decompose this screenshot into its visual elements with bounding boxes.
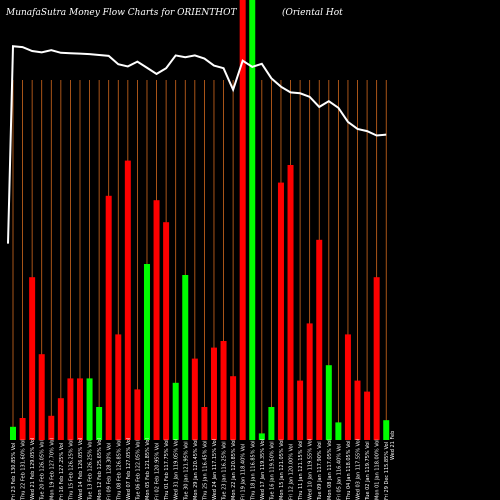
x-tick-label: Fri 16 Feb 127.25% Vol [59, 443, 65, 500]
x-tick-label: Thu 08 Feb 126.85% Vol [116, 439, 122, 500]
x-tick-label: Mon 05 Feb 121.85% Vol [145, 438, 151, 500]
x-tick-label: Mon 29 Jan 120.45% Vol [193, 439, 199, 500]
money-flow-bar [86, 378, 93, 440]
x-tick-label: Tue 16 Jan 119.50% Vol [269, 441, 275, 500]
x-tick-label: Wed 17 Jan 119.35% Vol [260, 439, 266, 500]
x-tick-label: Wed 10 Jan 119.55% Vol [308, 439, 314, 500]
x-tick-label: Fri 19 Jan 118.40% Vol [241, 444, 247, 500]
money-flow-bar [220, 341, 227, 440]
x-tick-label: Thu 04 Jan 118.05% Vol [346, 440, 352, 500]
x-tick-label: Mon 15 Jan 121.05% Vol [279, 439, 285, 500]
x-tick-label: Tue 23 Jan 116.25% Vol [222, 441, 228, 500]
money-flow-bar [96, 407, 103, 440]
x-tick-label: Fri 12 Jan 120.00% Vol [289, 444, 295, 500]
x-tick-label: Mon 12 Feb 125.65% Vol [97, 438, 103, 500]
x-tick-label: Wed 21 Feb 129.05% Vol [30, 438, 36, 500]
money-flow-bar [239, 0, 246, 440]
money-flow-bar [277, 182, 284, 440]
money-flow-bar [172, 382, 179, 440]
money-flow-bar [335, 422, 342, 440]
x-tick-label: Wed 07 Feb 127.05% Vol [126, 438, 132, 500]
money-flow-bar [354, 380, 361, 440]
money-flow-bar [163, 222, 170, 440]
x-tick-label: Thu 15 Feb 126.25% Vol [68, 439, 74, 500]
money-flow-bar [10, 426, 16, 440]
money-flow-bar [76, 378, 83, 440]
money-flow-bar [268, 407, 275, 440]
money-flow-bar [297, 380, 304, 440]
x-tick-label: Fri 05 Jan 116.40% Vol [336, 444, 342, 500]
x-tick-label: Wed 14 Feb 126.05% Vol [78, 438, 84, 500]
x-tick-label: Tue 06 Feb 122.05% Vol [135, 440, 141, 500]
x-tick-label: Wed 03 Jan 117.55% Vol [356, 439, 362, 500]
money-flow-bar [105, 195, 112, 440]
money-flow-bar [373, 277, 380, 440]
money-flow-bar [153, 200, 160, 440]
money-flow-bar [191, 358, 198, 440]
x-tick-label: Fri 09 Feb 128.30% Vol [107, 443, 113, 500]
x-tick-label-last: Wed 21 Feb [390, 431, 396, 460]
money-flow-bar [124, 160, 131, 440]
money-flow-bar [201, 407, 208, 440]
money-flow-bar [258, 433, 265, 440]
x-tick-label: Wed 31 Jan 119.05% Vol [174, 439, 180, 500]
x-tick-label: Mon 19 Feb 127.70% Vol [49, 438, 55, 500]
x-tick-label: Mon 08 Jan 117.05% Vol [327, 439, 333, 500]
money-flow-bar [57, 398, 64, 440]
money-flow-bar [19, 418, 26, 440]
money-flow-bar [210, 347, 217, 440]
money-flow-bar [29, 277, 36, 440]
x-tick-label: Thu 11 Jan 121.15% Vol [298, 440, 304, 500]
bar-series [10, 0, 390, 440]
money-flow-bar [143, 264, 150, 440]
money-flow-bar [230, 376, 237, 440]
chart-title: MunafaSutra Money Flow Charts for ORIENT… [5, 8, 238, 18]
money-flow-bar [115, 334, 122, 440]
x-tick-label: Tue 13 Feb 126.25% Vol [88, 440, 94, 500]
x-tick-label: Fri 02 Feb 120.95% Vol [155, 443, 161, 500]
money-flow-bar [306, 323, 313, 440]
x-tick-label: Wed 24 Jan 117.15% Vol [212, 439, 218, 500]
x-tick-label: Mon 22 Jan 120.85% Vol [231, 439, 237, 500]
x-tick-label: Tue 20 Feb 126.05% Vol [40, 440, 46, 500]
money-flow-bar [287, 165, 294, 440]
x-axis-labels: Fri 23 Feb 130.85% Vol Thu 22 Feb 131.60%… [11, 431, 396, 500]
money-flow-bar [48, 415, 55, 440]
money-flow-bar [325, 365, 332, 440]
x-tick-label: Fri 23 Feb 130.85% Vol [11, 443, 17, 500]
price-line [7, 45, 387, 244]
x-tick-label: Thu 25 Jan 116.45% Vol [202, 440, 208, 500]
money-flow-bar [383, 420, 390, 440]
money-flow-bar [38, 354, 45, 440]
x-tick-label: Thu 22 Feb 131.60% Vol [21, 439, 27, 500]
x-tick-label: Thu 01 Feb 117.75% Vol [164, 439, 170, 500]
money-flow-bar [249, 0, 256, 440]
money-flow-bar [344, 334, 351, 440]
x-tick-label: Thu 18 Jan 116.85% Vol [250, 440, 256, 500]
money-flow-bar [134, 389, 141, 440]
x-tick-label: Mon 01 Jan 118.00% Vol [375, 439, 381, 500]
x-tick-label: Tue 09 Jan 117.90% Vol [317, 441, 323, 500]
money-flow-bar [316, 239, 323, 440]
money-flow-bar [182, 275, 189, 440]
money-flow-bar [67, 378, 74, 440]
money-flow-bar [364, 391, 371, 440]
x-tick-label: Tue 30 Jan 121.95% Vol [183, 441, 189, 500]
chart-title-right: (Oriental Hot [282, 7, 343, 18]
x-tick-label: Fri 29 Dec 115.85% Vol [384, 442, 390, 500]
x-tick-label: Tue 02 Jan 119.75% Vol [365, 441, 371, 500]
